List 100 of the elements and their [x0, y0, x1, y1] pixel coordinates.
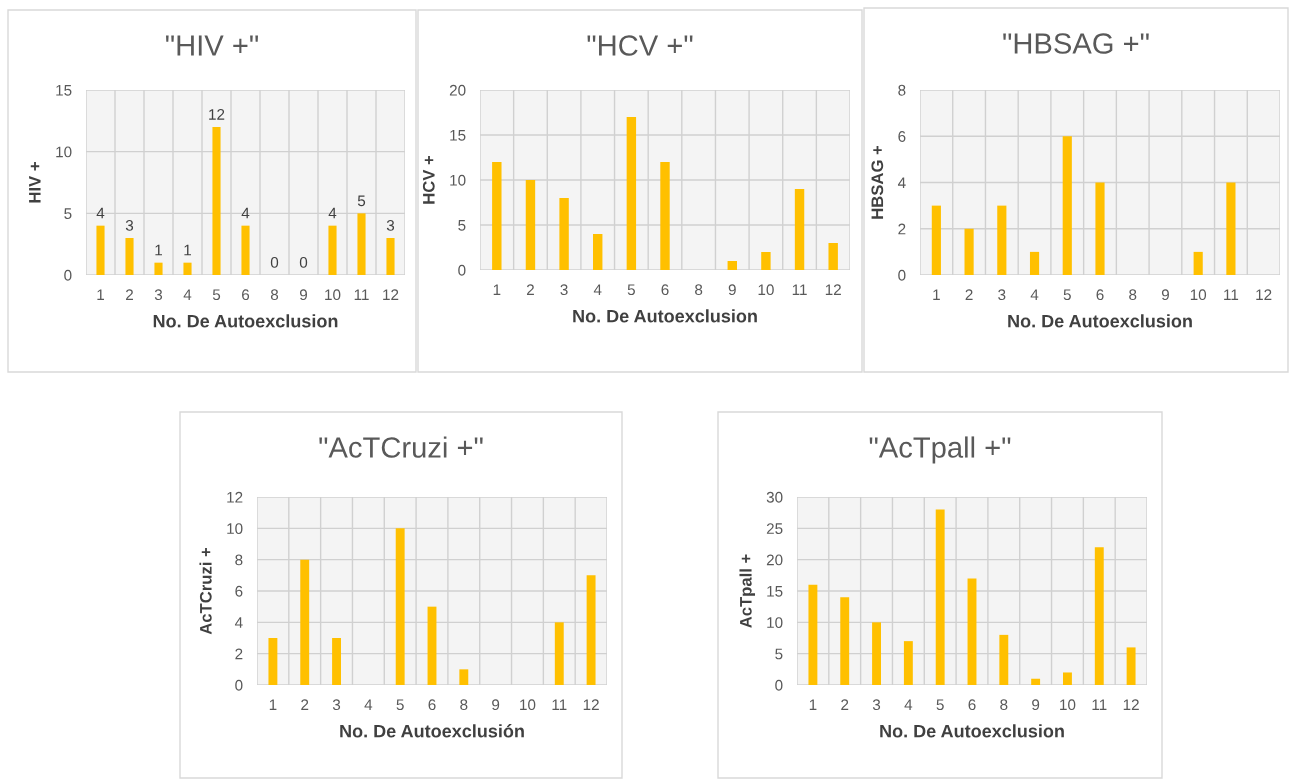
bar — [828, 243, 838, 270]
y-tick-label: 15 — [56, 85, 72, 96]
x-tick-label: 12 — [1256, 289, 1272, 300]
y-tick-label: 5 — [775, 648, 783, 660]
bar — [395, 528, 405, 685]
bar — [241, 225, 250, 275]
y-tick-label: 8 — [235, 554, 243, 566]
bar — [559, 198, 569, 270]
x-tick-label: 1 — [493, 284, 501, 295]
x-axis-title: No. De Autoexclusión — [340, 724, 524, 738]
bar — [999, 634, 1009, 685]
bar — [1193, 251, 1203, 275]
y-axis-title: AcTpall + — [739, 554, 756, 628]
y-axis-title: HIV + — [29, 162, 41, 203]
bar — [1063, 672, 1072, 685]
x-tick-label: 9 — [492, 699, 500, 711]
x-tick-label: 12 — [383, 289, 399, 300]
bar — [1031, 678, 1041, 685]
y-tick-label: 10 — [227, 523, 243, 535]
x-tick-label: 2 — [526, 284, 534, 295]
x-tick-label: 11 — [1092, 699, 1107, 710]
x-tick-label: 2 — [965, 289, 973, 300]
x-axis-title: No. De Autoexclusion — [153, 314, 338, 328]
x-tick-label: 9 — [1032, 699, 1040, 711]
y-tick-label: 0 — [458, 264, 466, 276]
x-tick-label: 8 — [695, 284, 703, 296]
bar — [626, 117, 637, 270]
x-tick-label: 9 — [299, 289, 308, 301]
x-tick-label: 10 — [758, 284, 774, 296]
y-tick-label: 0 — [64, 269, 72, 281]
data-label: 0 — [299, 257, 308, 268]
x-tick-label: 1 — [269, 699, 277, 710]
y-tick-label: 6 — [898, 131, 906, 142]
x-tick-label: 2 — [841, 699, 849, 710]
chart-title: "HBSAG +" — [1003, 33, 1149, 54]
x-tick-label: 4 — [593, 284, 602, 295]
x-tick-label: 1 — [97, 289, 104, 300]
bar — [328, 225, 337, 275]
bar — [997, 205, 1007, 275]
y-tick-label: 25 — [766, 523, 783, 535]
y-tick-label: 10 — [56, 146, 72, 158]
data-label: 0 — [270, 257, 279, 268]
bar — [96, 225, 105, 275]
x-tick-label: 11 — [552, 699, 567, 710]
x-tick-label: 11 — [1224, 289, 1239, 300]
y-tick-label: 5 — [458, 220, 466, 231]
bar — [212, 127, 221, 275]
x-tick-label: 6 — [661, 284, 669, 296]
bar — [840, 597, 850, 685]
bar — [964, 228, 974, 275]
x-tick-label: 9 — [1161, 289, 1169, 301]
x-tick-label: 6 — [968, 699, 976, 711]
x-tick-label: 11 — [354, 289, 369, 300]
data-label: 12 — [209, 109, 225, 120]
chart-title: "AcTCruzi +" — [319, 436, 483, 458]
data-label: 3 — [125, 220, 134, 231]
bar — [554, 622, 564, 685]
y-tick-label: 20 — [449, 84, 466, 96]
bar — [268, 638, 278, 685]
x-tick-label: 4 — [364, 699, 373, 710]
bar — [935, 509, 945, 685]
x-tick-label: 1 — [809, 699, 817, 710]
y-tick-label: 4 — [897, 177, 906, 189]
bar — [761, 252, 771, 270]
data-label: 4 — [96, 207, 105, 219]
x-tick-label: 9 — [728, 284, 736, 296]
x-tick-label: 12 — [1123, 699, 1139, 710]
bar — [660, 162, 670, 270]
x-tick-label: 5 — [212, 289, 221, 301]
x-tick-label: 1 — [933, 289, 940, 300]
x-axis-title: No. De Autoexclusion — [1008, 314, 1192, 328]
bar — [586, 575, 596, 685]
x-tick-label: 3 — [332, 699, 341, 711]
bar — [300, 559, 310, 685]
x-tick-label: 6 — [428, 699, 436, 711]
x-tick-label: 3 — [560, 284, 568, 296]
y-tick-label: 2 — [898, 223, 906, 235]
y-tick-label: 12 — [227, 491, 243, 503]
chart-title: "HCV +" — [587, 35, 693, 56]
y-tick-label: 4 — [234, 617, 243, 628]
x-tick-label: 8 — [270, 289, 279, 301]
bar — [808, 584, 818, 685]
y-tick-label: 15 — [767, 586, 783, 597]
y-tick-label: 5 — [64, 208, 72, 220]
y-tick-label: 20 — [766, 554, 783, 566]
x-axis-title: No. De Autoexclusion — [880, 724, 1064, 738]
chart-title: "AcTpall +" — [869, 436, 1011, 464]
bar — [1095, 182, 1105, 275]
bar — [872, 622, 881, 685]
y-tick-label: 0 — [775, 679, 783, 691]
bar — [357, 213, 366, 275]
bar — [794, 189, 805, 270]
bar — [386, 238, 395, 275]
x-tick-label: 4 — [1030, 289, 1039, 300]
x-tick-label: 12 — [825, 284, 841, 295]
y-tick-label: 10 — [767, 617, 783, 629]
x-tick-label: 5 — [1063, 289, 1071, 301]
x-tick-label: 5 — [627, 284, 635, 296]
bar — [183, 262, 192, 275]
x-tick-label: 2 — [126, 289, 133, 300]
